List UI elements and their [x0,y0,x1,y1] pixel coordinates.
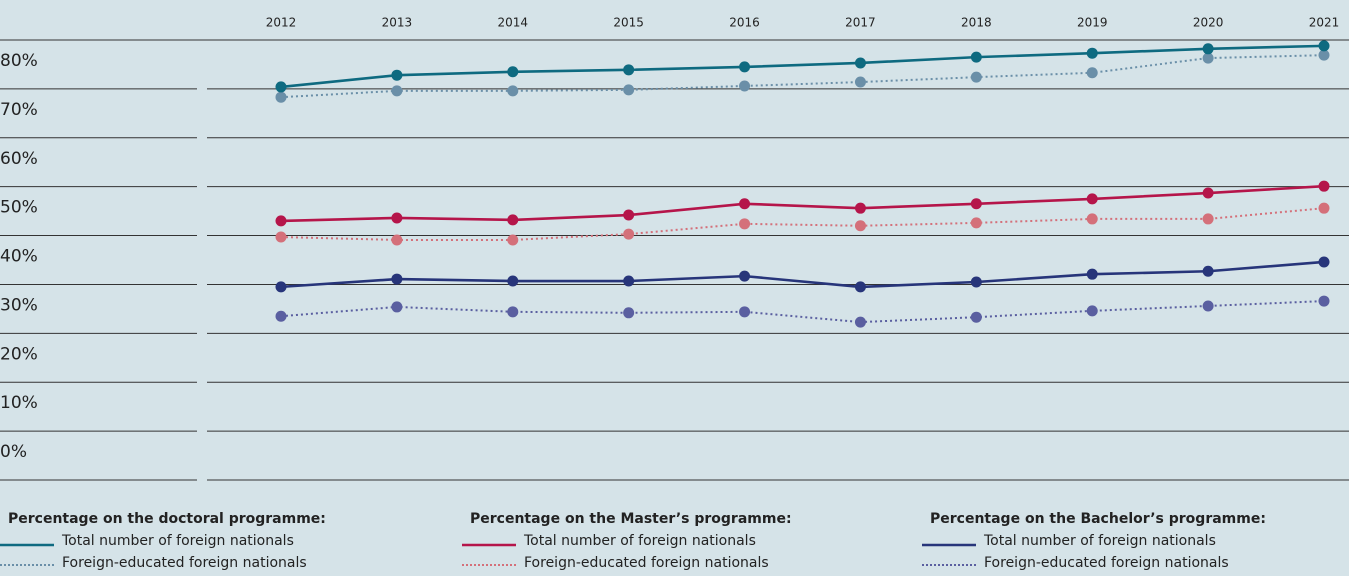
y-tick-label: 60% [0,149,38,169]
data-point [391,212,403,224]
data-point [391,273,403,285]
data-point [623,84,635,96]
legend-label: Foreign-educated foreign nationals [984,555,1229,571]
series-line [280,260,1325,289]
legend-label: Foreign-educated foreign nationals [62,555,307,571]
data-point [1202,213,1214,225]
data-point [970,71,982,83]
data-point [1202,187,1214,199]
data-point [1202,52,1214,64]
series-line [280,44,1325,89]
y-tick-label: 70% [0,100,38,120]
data-point [854,57,866,69]
data-point [1086,47,1098,59]
data-point [739,218,751,230]
x-tick-label: 2020 [1193,16,1224,30]
data-point [854,202,866,214]
x-tick-label: 2012 [266,16,297,30]
data-point [623,307,635,319]
data-point [739,270,751,282]
data-point [970,311,982,323]
data-point [507,275,519,287]
data-point [391,301,403,313]
data-point [739,61,751,73]
x-tick-label: 2018 [961,16,992,30]
data-point [275,81,287,93]
data-point [1318,256,1330,268]
data-point [275,215,287,227]
legend-label: Total number of foreign nationals [61,533,294,549]
data-point [623,209,635,221]
data-point [1318,202,1330,214]
series-line [280,184,1325,223]
data-point [854,316,866,328]
y-tick-label: 20% [0,344,38,364]
data-point [623,275,635,287]
data-point [623,64,635,76]
data-point [391,85,403,97]
data-point [1318,295,1330,307]
data-point [854,220,866,232]
data-point [1202,265,1214,277]
legend-title: Percentage on the Bachelor’s programme: [930,511,1266,527]
data-point [854,281,866,293]
data-point [623,228,635,240]
data-point [739,306,751,318]
data-point [275,310,287,322]
data-point [507,66,519,78]
data-point [507,306,519,318]
data-point [970,198,982,210]
y-tick-label: 0% [0,442,27,462]
x-tick-label: 2014 [498,16,529,30]
y-tick-label: 80% [0,51,38,71]
y-tick-label: 30% [0,295,38,315]
data-point [1086,305,1098,317]
x-tick-label: 2013 [382,16,413,30]
series-line [280,300,1325,324]
x-tick-label: 2019 [1077,16,1108,30]
y-tick-label: 10% [0,393,38,413]
data-point [1318,40,1330,52]
legend-label: Total number of foreign nationals [983,533,1216,549]
legend-title: Percentage on the Master’s programme: [470,511,792,527]
data-point [507,214,519,226]
data-point [507,234,519,246]
data-point [970,51,982,63]
legend-label: Total number of foreign nationals [523,533,756,549]
data-point [275,91,287,103]
data-point [1202,300,1214,312]
data-point [1202,43,1214,55]
x-tick-label: 2015 [613,16,644,30]
legend-label: Foreign-educated foreign nationals [524,555,769,571]
series-line [280,54,1325,99]
data-point [1318,180,1330,192]
data-point [391,69,403,81]
data-point [1318,49,1330,61]
data-point [739,198,751,210]
data-point [970,276,982,288]
data-point [275,231,287,243]
data-point [507,85,519,97]
data-point [1086,67,1098,79]
x-tick-label: 2017 [845,16,876,30]
data-point [970,217,982,229]
x-tick-label: 2016 [729,16,760,30]
y-tick-label: 40% [0,247,38,267]
data-point [391,234,403,246]
data-point [854,76,866,88]
data-point [1086,268,1098,280]
data-point [1086,193,1098,205]
data-point [275,281,287,293]
data-point [739,80,751,92]
data-point [1086,213,1098,225]
y-tick-label: 50% [0,198,38,218]
x-tick-label: 2021 [1309,16,1340,30]
legend-title: Percentage on the doctoral programme: [8,511,326,527]
